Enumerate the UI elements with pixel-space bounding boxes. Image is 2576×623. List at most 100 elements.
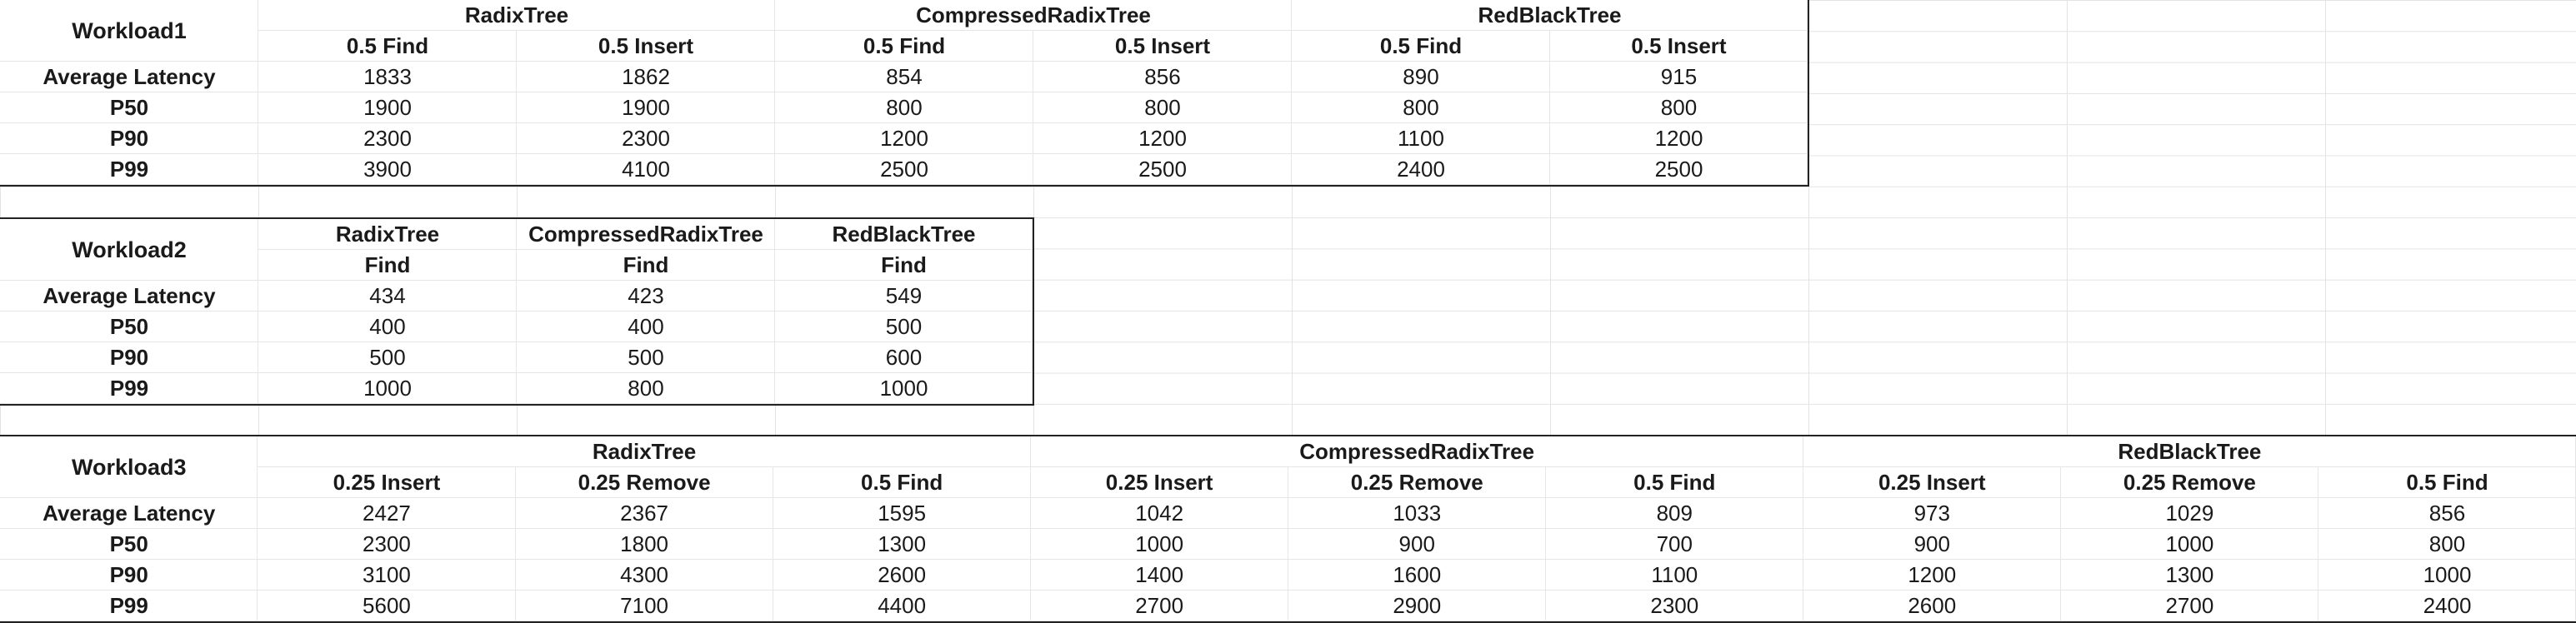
data-cell[interactable]: 1600: [1288, 560, 1546, 591]
data-cell[interactable]: 2600: [773, 560, 1031, 591]
column-header[interactable]: Find: [775, 250, 1033, 281]
data-cell[interactable]: 1000: [775, 373, 1033, 405]
row-label[interactable]: P99: [0, 591, 258, 622]
group-header[interactable]: RedBlackTree: [1292, 0, 1808, 31]
group-header[interactable]: RadixTree: [258, 436, 1030, 467]
data-cell[interactable]: 1400: [1031, 560, 1288, 591]
data-cell[interactable]: 1029: [2061, 498, 2318, 529]
data-cell[interactable]: 400: [258, 312, 517, 342]
data-cell[interactable]: 800: [775, 92, 1033, 123]
data-cell[interactable]: 1100: [1292, 123, 1550, 154]
data-cell[interactable]: 2900: [1288, 591, 1546, 622]
data-cell[interactable]: 1200: [1550, 123, 1808, 154]
data-cell[interactable]: 1200: [1033, 123, 1292, 154]
data-cell[interactable]: 800: [1550, 92, 1808, 123]
column-header[interactable]: 0.5 Insert: [517, 31, 775, 62]
data-cell[interactable]: 856: [1033, 62, 1292, 92]
data-cell[interactable]: 2500: [1033, 154, 1292, 186]
data-cell[interactable]: 890: [1292, 62, 1550, 92]
data-cell[interactable]: 400: [517, 312, 775, 342]
data-cell[interactable]: 2300: [517, 123, 775, 154]
data-cell[interactable]: 1900: [517, 92, 775, 123]
workload-title[interactable]: Workload1: [0, 0, 258, 62]
data-cell[interactable]: 3100: [258, 560, 515, 591]
column-header[interactable]: 0.5 Find: [775, 31, 1033, 62]
row-label[interactable]: P99: [0, 373, 258, 405]
data-cell[interactable]: 856: [2318, 498, 2576, 529]
data-cell[interactable]: 1300: [773, 529, 1031, 560]
data-cell[interactable]: 900: [1288, 529, 1546, 560]
group-header[interactable]: CompressedRadixTree: [517, 218, 775, 250]
data-cell[interactable]: 500: [775, 312, 1033, 342]
row-label[interactable]: P90: [0, 123, 258, 154]
row-label[interactable]: P50: [0, 92, 258, 123]
data-cell[interactable]: 2600: [1803, 591, 2061, 622]
group-header[interactable]: RadixTree: [258, 218, 517, 250]
data-cell[interactable]: 549: [775, 281, 1033, 312]
column-header[interactable]: 0.5 Find: [1546, 467, 1803, 498]
data-cell[interactable]: 1100: [1546, 560, 1803, 591]
data-cell[interactable]: 809: [1546, 498, 1803, 529]
data-cell[interactable]: 2300: [258, 529, 515, 560]
data-cell[interactable]: 700: [1546, 529, 1803, 560]
row-label[interactable]: P50: [0, 529, 258, 560]
data-cell[interactable]: 423: [517, 281, 775, 312]
data-cell[interactable]: 1833: [258, 62, 517, 92]
data-cell[interactable]: 600: [775, 342, 1033, 373]
data-cell[interactable]: 2500: [775, 154, 1033, 186]
data-cell[interactable]: 500: [517, 342, 775, 373]
column-header[interactable]: 0.5 Find: [258, 31, 517, 62]
data-cell[interactable]: 2400: [2318, 591, 2576, 622]
column-header[interactable]: 0.25 Remove: [516, 467, 773, 498]
data-cell[interactable]: 900: [1803, 529, 2061, 560]
data-cell[interactable]: 800: [1292, 92, 1550, 123]
data-cell[interactable]: 1000: [2318, 560, 2576, 591]
column-header[interactable]: Find: [517, 250, 775, 281]
column-header[interactable]: 0.25 Insert: [1803, 467, 2061, 498]
data-cell[interactable]: 1200: [1803, 560, 2061, 591]
data-cell[interactable]: 1300: [2061, 560, 2318, 591]
data-cell[interactable]: 434: [258, 281, 517, 312]
data-cell[interactable]: 2400: [1292, 154, 1550, 186]
data-cell[interactable]: 1200: [775, 123, 1033, 154]
data-cell[interactable]: 4400: [773, 591, 1031, 622]
column-header[interactable]: 0.5 Insert: [1033, 31, 1292, 62]
data-cell[interactable]: 3900: [258, 154, 517, 186]
column-header[interactable]: 0.5 Find: [773, 467, 1031, 498]
data-cell[interactable]: 2700: [1031, 591, 1288, 622]
column-header[interactable]: 0.25 Insert: [258, 467, 515, 498]
column-header[interactable]: 0.25 Remove: [2061, 467, 2318, 498]
data-cell[interactable]: 800: [2318, 529, 2576, 560]
workload-title[interactable]: Workload3: [0, 436, 258, 498]
data-cell[interactable]: 2367: [516, 498, 773, 529]
data-cell[interactable]: 1862: [517, 62, 775, 92]
data-cell[interactable]: 500: [258, 342, 517, 373]
data-cell[interactable]: 973: [1803, 498, 2061, 529]
group-header[interactable]: RedBlackTree: [775, 218, 1033, 250]
column-header[interactable]: 0.5 Find: [2318, 467, 2576, 498]
data-cell[interactable]: 1000: [1031, 529, 1288, 560]
data-cell[interactable]: 1900: [258, 92, 517, 123]
column-header[interactable]: 0.25 Remove: [1288, 467, 1546, 498]
row-label[interactable]: P99: [0, 154, 258, 186]
column-header[interactable]: 0.5 Find: [1292, 31, 1550, 62]
row-label[interactable]: P90: [0, 342, 258, 373]
data-cell[interactable]: 2300: [258, 123, 517, 154]
group-header[interactable]: CompressedRadixTree: [775, 0, 1292, 31]
row-label[interactable]: P50: [0, 312, 258, 342]
data-cell[interactable]: 854: [775, 62, 1033, 92]
data-cell[interactable]: 7100: [516, 591, 773, 622]
data-cell[interactable]: 1000: [258, 373, 517, 405]
data-cell[interactable]: 800: [1033, 92, 1292, 123]
data-cell[interactable]: 2300: [1546, 591, 1803, 622]
column-header[interactable]: 0.25 Insert: [1031, 467, 1288, 498]
data-cell[interactable]: 2427: [258, 498, 515, 529]
data-cell[interactable]: 2700: [2061, 591, 2318, 622]
row-label[interactable]: Average Latency: [0, 281, 258, 312]
data-cell[interactable]: 4100: [517, 154, 775, 186]
data-cell[interactable]: 1042: [1031, 498, 1288, 529]
row-label[interactable]: Average Latency: [0, 498, 258, 529]
data-cell[interactable]: 1595: [773, 498, 1031, 529]
column-header[interactable]: 0.5 Insert: [1550, 31, 1808, 62]
data-cell[interactable]: 5600: [258, 591, 515, 622]
